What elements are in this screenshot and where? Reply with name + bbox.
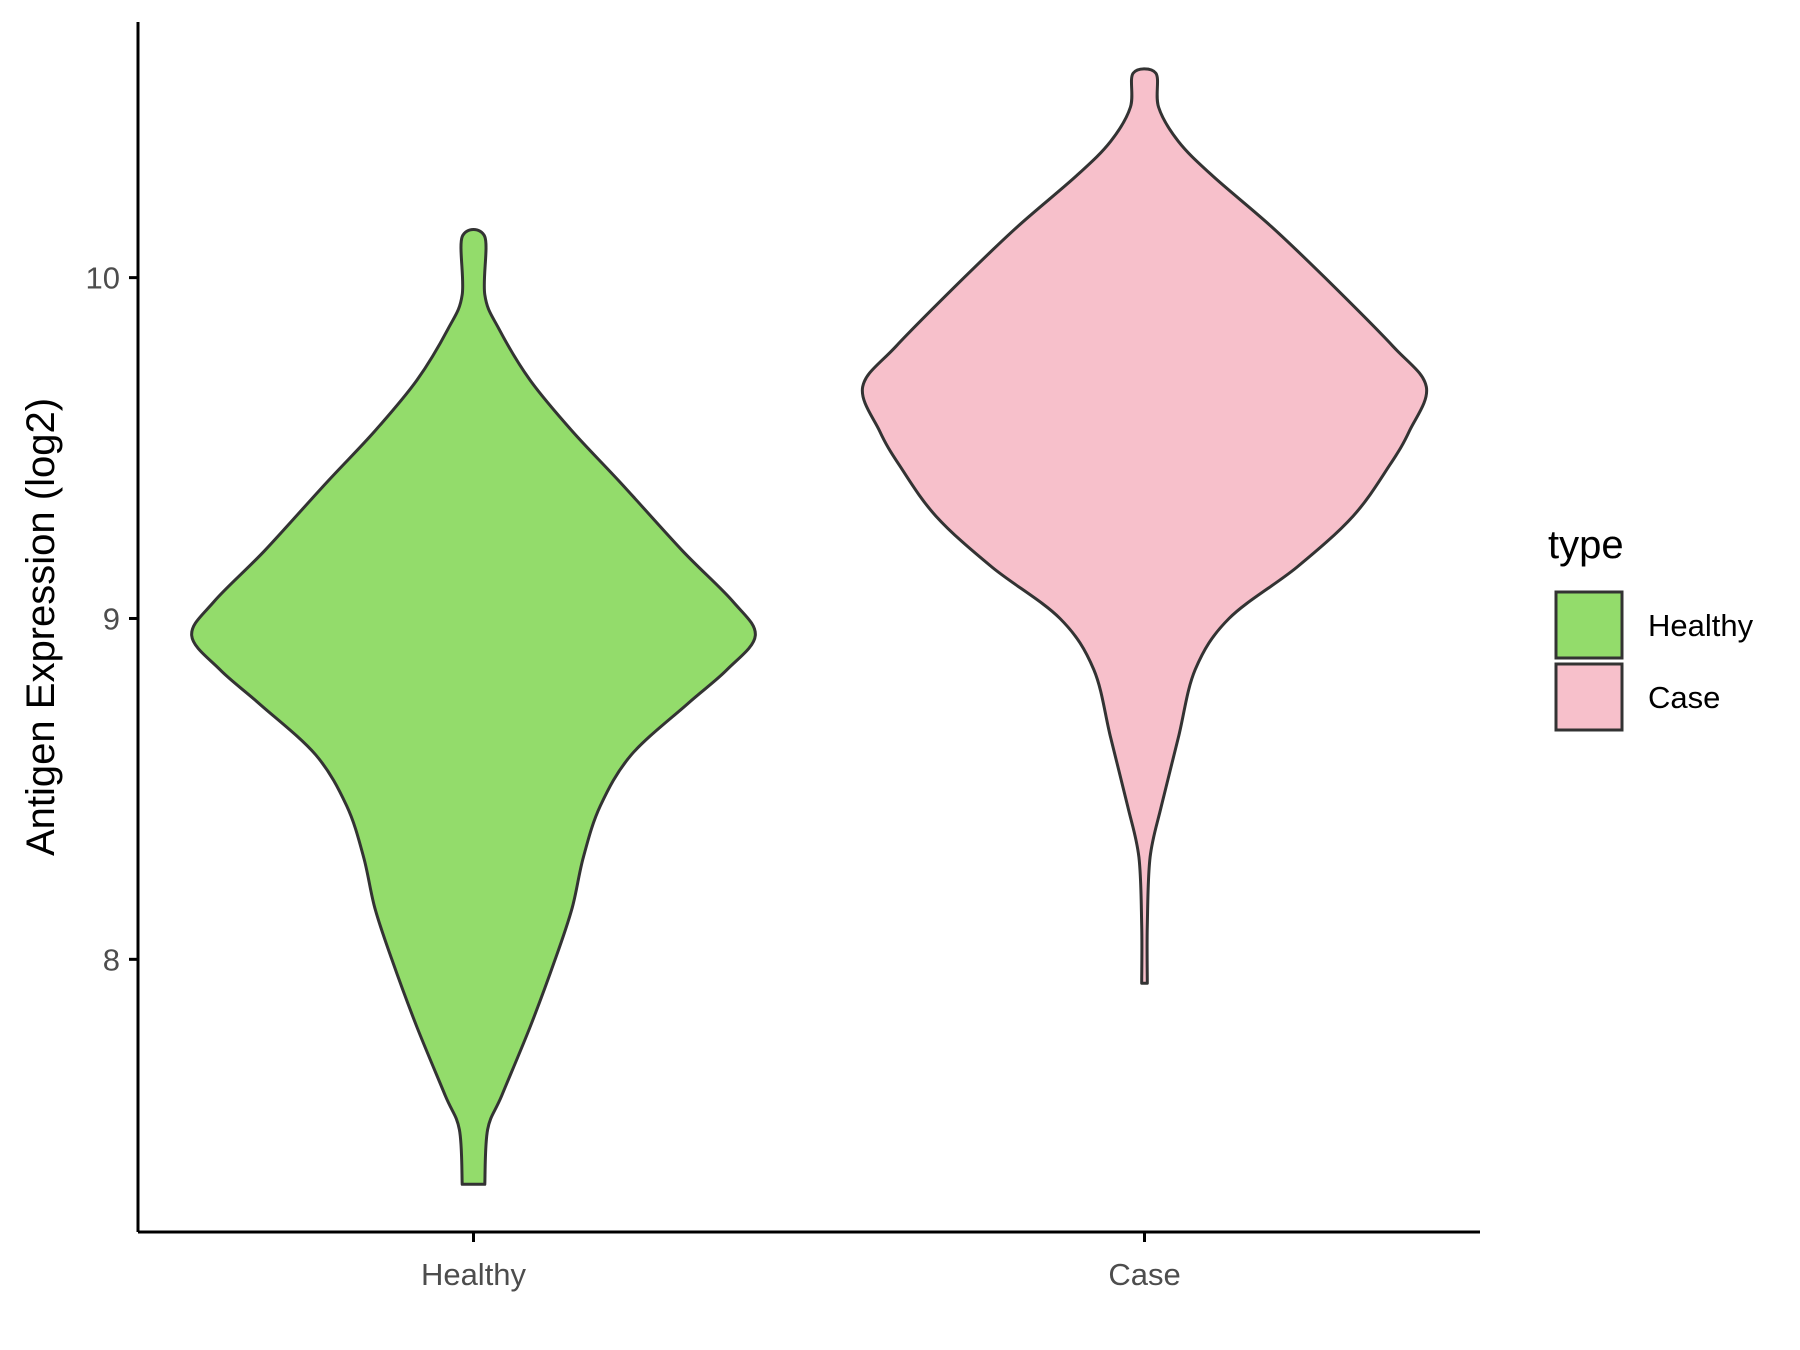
legend-key-healthy (1554, 590, 1624, 660)
y-ticks: 8 9 10 (86, 261, 138, 977)
y-axis-title: Antigen Expression (log2) (19, 398, 63, 856)
legend-label-case: Case (1648, 680, 1720, 715)
x-tick-label: Healthy (421, 1257, 527, 1292)
legend-key-case (1554, 662, 1624, 732)
violin-case (860, 67, 1429, 985)
x-ticks: Healthy Case (421, 1232, 1181, 1292)
x-tick-label: Case (1108, 1257, 1180, 1292)
legend-label-healthy: Healthy (1648, 608, 1754, 643)
y-tick-label: 9 (103, 601, 120, 636)
violin-healthy (190, 228, 757, 1186)
y-tick-label: 10 (86, 261, 120, 296)
y-tick-label: 8 (103, 942, 120, 977)
violins-layer (190, 67, 1429, 1186)
legend-title: type (1548, 523, 1624, 567)
legend: type Healthy Case (1548, 523, 1754, 732)
